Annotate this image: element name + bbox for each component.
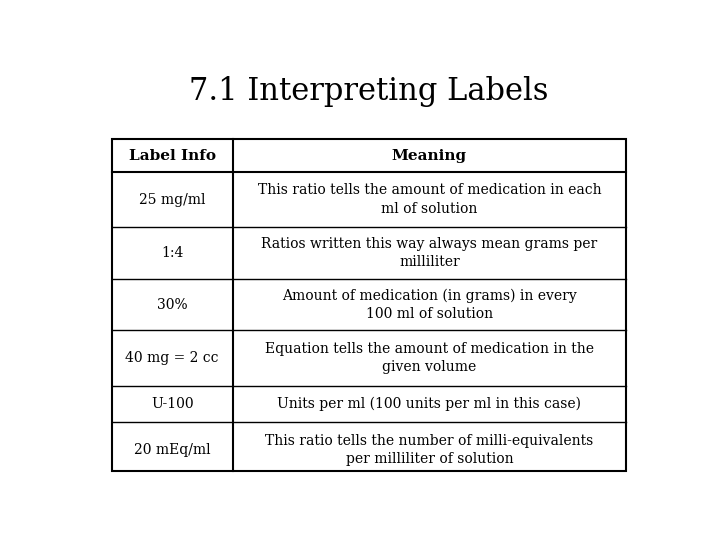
Text: 1:4: 1:4 bbox=[161, 246, 184, 260]
Text: Equation tells the amount of medication in the
given volume: Equation tells the amount of medication … bbox=[265, 342, 594, 374]
Text: 30%: 30% bbox=[157, 298, 187, 312]
Text: This ratio tells the number of milli-equivalents
per milliliter of solution: This ratio tells the number of milli-equ… bbox=[266, 434, 593, 466]
Text: U-100: U-100 bbox=[151, 397, 194, 411]
Text: Label Info: Label Info bbox=[129, 148, 216, 163]
Text: 20 mEq/ml: 20 mEq/ml bbox=[134, 443, 210, 457]
Text: 25 mg/ml: 25 mg/ml bbox=[139, 193, 205, 206]
Text: 7.1 Interpreting Labels: 7.1 Interpreting Labels bbox=[189, 76, 549, 107]
Text: 40 mg = 2 cc: 40 mg = 2 cc bbox=[125, 351, 219, 365]
Text: Ratios written this way always mean grams per
milliliter: Ratios written this way always mean gram… bbox=[261, 237, 598, 269]
Text: Meaning: Meaning bbox=[392, 148, 467, 163]
Text: This ratio tells the amount of medication in each
ml of solution: This ratio tells the amount of medicatio… bbox=[258, 184, 601, 216]
Text: Units per ml (100 units per ml in this case): Units per ml (100 units per ml in this c… bbox=[277, 397, 582, 411]
Text: Amount of medication (in grams) in every
100 ml of solution: Amount of medication (in grams) in every… bbox=[282, 288, 577, 321]
